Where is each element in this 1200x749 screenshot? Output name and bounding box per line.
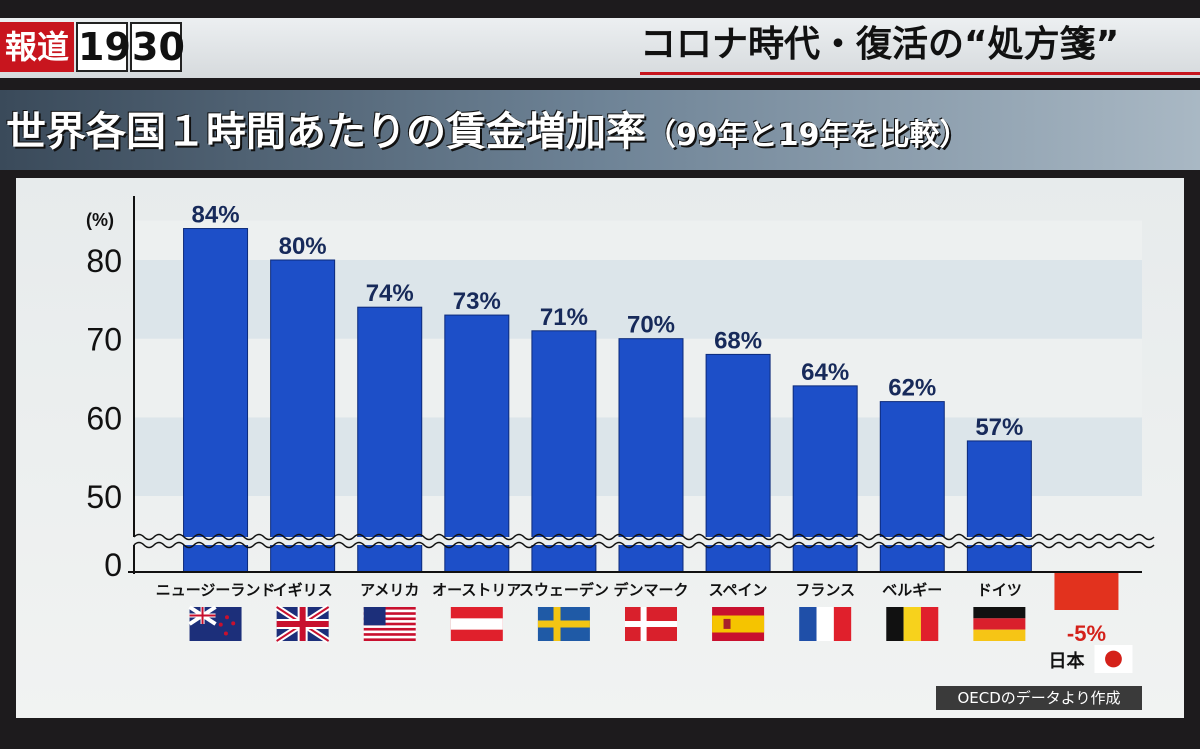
flag-part — [625, 621, 677, 627]
program-logo-label: 報道 — [0, 22, 74, 72]
category-label: 日本 — [1048, 650, 1084, 672]
austria-flag — [450, 607, 503, 641]
axis-break-gap — [128, 537, 1142, 545]
y-tick-label: 0 — [104, 547, 122, 583]
category-label: ドイツ — [977, 581, 1022, 599]
germany-flag — [973, 607, 1026, 641]
value-label: 68% — [714, 327, 762, 354]
flag-part — [223, 631, 228, 636]
value-label: 84% — [192, 202, 240, 229]
program-title-underline — [640, 72, 1200, 75]
bar — [270, 259, 336, 573]
flag-part — [363, 627, 416, 631]
category-label: ニュージーランド — [156, 581, 276, 599]
value-label-negative: -5% — [1067, 621, 1106, 646]
flag-part — [189, 614, 216, 617]
value-label: 64% — [801, 359, 849, 386]
spain-flag — [712, 607, 765, 641]
flag-part — [231, 621, 236, 626]
value-label: 70% — [627, 312, 675, 339]
denmark-flag — [625, 607, 677, 641]
category-label: ベルギー — [882, 581, 942, 599]
program-title: コロナ時代・復活の“処方箋” — [640, 24, 1120, 65]
flag-part — [363, 607, 416, 610]
headline-band — [0, 90, 1200, 170]
flag-part — [537, 620, 590, 628]
flag-part — [723, 618, 731, 629]
flag-part — [712, 615, 765, 633]
category-label: スウェーデン — [519, 581, 609, 599]
bar — [357, 306, 423, 573]
value-label: 74% — [366, 280, 414, 307]
chart-headline-sub: （99年と19年を比較） — [646, 118, 970, 153]
grid-band — [134, 220, 1142, 260]
chart-headline-main: 世界各国１時間あたりの賃金増加率 — [6, 109, 646, 155]
bar — [618, 338, 684, 573]
flag-part — [276, 621, 329, 627]
category-label: スペイン — [709, 581, 768, 599]
axis-break-wave-top — [133, 533, 1155, 541]
belgium-flag — [886, 607, 939, 641]
value-label: 57% — [975, 414, 1023, 441]
y-tick-label: 80 — [86, 243, 122, 279]
flag-part — [1105, 650, 1122, 668]
value-label: 71% — [540, 304, 588, 331]
program-strip — [0, 18, 1200, 78]
y-tick-label: 70 — [86, 322, 122, 358]
flag-part — [363, 607, 386, 626]
source-note: OECDのデータより作成 — [936, 686, 1142, 710]
value-label: 62% — [888, 375, 936, 402]
flag-part — [218, 622, 223, 627]
uk-flag — [274, 604, 331, 644]
value-label: 73% — [453, 288, 501, 315]
program-logo-minute: 30 — [130, 22, 185, 72]
bar — [966, 440, 1032, 573]
flag-part — [833, 607, 852, 641]
flag-part — [450, 618, 503, 630]
flag-part — [799, 607, 817, 641]
flag-part — [363, 622, 416, 626]
value-label: 80% — [279, 233, 327, 260]
flag-part — [363, 638, 416, 641]
flag-part — [973, 629, 1026, 641]
new-zealand-flag — [188, 605, 242, 641]
y-tick-label: 60 — [86, 400, 122, 436]
bar — [531, 330, 597, 573]
flag-part — [224, 615, 229, 620]
flag-part — [363, 617, 416, 621]
axis-break-wave-bottom — [133, 541, 1155, 549]
flag-part — [973, 607, 1026, 619]
flag-part — [973, 618, 1026, 630]
category-label: デンマーク — [613, 581, 688, 599]
flag-part — [886, 607, 904, 641]
category-label: フランス — [795, 581, 855, 599]
flag-part — [363, 612, 416, 615]
y-axis-unit: (%) — [86, 210, 114, 230]
category-label: アメリカ — [360, 581, 419, 599]
category-label: イギリス — [273, 581, 333, 599]
france-flag — [799, 607, 852, 641]
sweden-flag — [537, 607, 590, 641]
category-label: オーストリア — [432, 581, 521, 599]
flag-part — [363, 633, 416, 636]
y-tick-label: 50 — [86, 479, 122, 515]
flag-part — [920, 607, 939, 641]
chart-headline: 世界各国１時間あたりの賃金増加率（99年と19年を比較） — [6, 100, 970, 164]
flag-part — [903, 607, 921, 641]
bar — [183, 228, 249, 573]
japan-flag — [1094, 645, 1133, 673]
usa-flag — [363, 607, 416, 641]
program-logo-hour: 19 — [76, 22, 131, 72]
bar-negative — [1054, 572, 1119, 610]
bar — [444, 314, 510, 573]
